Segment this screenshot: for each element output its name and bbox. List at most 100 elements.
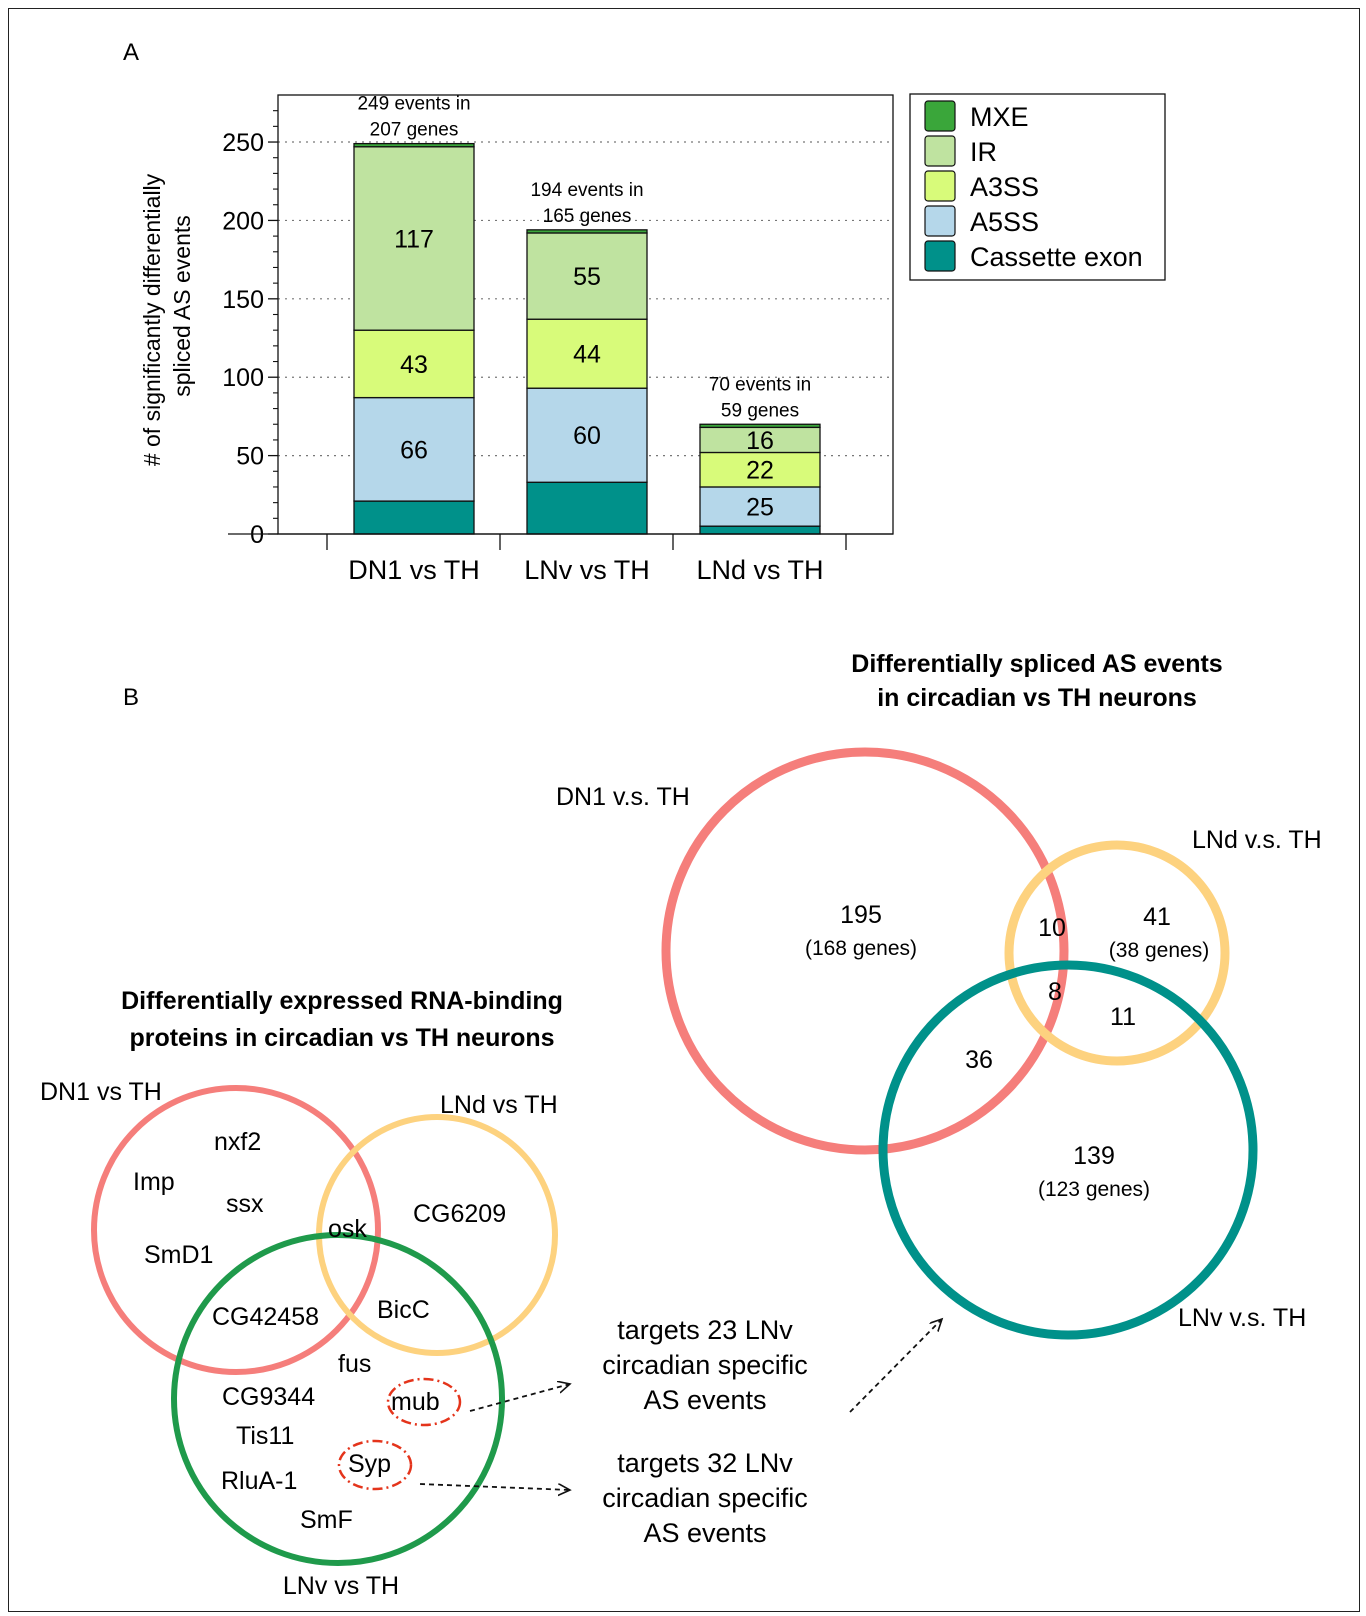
as-venn-label-dn1: DN1 v.s. TH (556, 783, 690, 811)
bar-segment (526, 318, 648, 389)
y-tick-label: 250 (222, 129, 264, 157)
bar-segment (699, 423, 821, 429)
x-tick-label: LNv vs TH (524, 555, 650, 585)
bar-segment (353, 329, 475, 399)
bar-segment (526, 481, 648, 535)
targets-syp-line2: circadian specific (602, 1483, 808, 1513)
segment-value-label: 44 (573, 341, 601, 369)
gene-rlua-1: RluA-1 (221, 1467, 297, 1495)
panel-b-label: B (123, 684, 139, 711)
gene-bicc: BicC (377, 1296, 430, 1324)
y-axis: 0 50 100 150 200 250 (222, 110, 278, 549)
arrow-to-as-venn (849, 1319, 942, 1413)
legend-label: A5SS (970, 207, 1039, 237)
segment-value-label: 16 (746, 427, 774, 455)
rbp-venn-title-line1: Differentially expressed RNA-binding (121, 987, 563, 1015)
legend-swatch (924, 100, 956, 132)
bar-segment (699, 426, 821, 454)
mub-highlight (386, 1377, 462, 1427)
legend: MXE IR A3SS A5SS Cassette exon (909, 93, 1166, 281)
as-region-lnd-only-genes: (38 genes) (1109, 939, 1209, 962)
x-tick-label: LNd vs TH (696, 555, 823, 585)
bar-annotation-line2: 207 genes (370, 120, 459, 141)
plot-frame (277, 94, 894, 535)
bar-segment (699, 451, 821, 488)
segment-value-label: 55 (573, 263, 601, 291)
gene-cg42458: CG42458 (212, 1303, 319, 1331)
gene-ssx: ssx (226, 1190, 264, 1218)
bar-segment (353, 146, 475, 331)
y-tick-label: 200 (222, 207, 264, 235)
rbp-venn-circle-lnv (171, 1232, 505, 1566)
bar-segment (353, 396, 475, 502)
bar-annotations: 249 events in 207 genes 194 events in 165 g… (357, 94, 811, 422)
segment-value-label: 60 (573, 422, 601, 450)
as-venn-label-lnv: LNv v.s. TH (1178, 1304, 1306, 1332)
segment-value-label: 43 (400, 351, 428, 379)
rbp-venn-circle-dn1 (91, 1085, 381, 1375)
segment-value-label: 22 (746, 457, 774, 485)
rbp-venn-label-lnv: LNv vs TH (283, 1572, 399, 1600)
y-tick-label: 0 (250, 521, 264, 549)
bars (353, 142, 821, 535)
as-venn-title-line1: Differentially spliced AS events (851, 650, 1222, 678)
gene-smf: SmF (300, 1506, 353, 1534)
gene-syp: Syp (348, 1450, 391, 1478)
bar-annotation-line2: 59 genes (721, 400, 799, 421)
x-axis: DN1 vs TH LNv vs TH LNd vs TH (228, 533, 893, 585)
y-axis-title: # of significantly differentially splice… (139, 173, 195, 466)
x-tick-label: DN1 vs TH (348, 555, 480, 585)
bar-annotation-line1: 249 events in (357, 94, 470, 115)
syp-highlight (337, 1439, 413, 1491)
gene-nxf2: nxf2 (214, 1128, 261, 1156)
bar-segment (353, 142, 475, 148)
as-region-lnv-only-genes: (123 genes) (1038, 1178, 1150, 1201)
bar-annotation-line1: 70 events in (709, 374, 811, 395)
as-region-lnv-only: 139 (1073, 1142, 1115, 1170)
gene-tis11: Tis11 (236, 1422, 294, 1450)
segment-value-label: 117 (394, 225, 434, 253)
legend-swatch (924, 135, 956, 167)
gene-cg9344: CG9344 (222, 1383, 315, 1411)
as-region-dn1-only: 195 (840, 901, 882, 929)
bar-segment (353, 500, 475, 535)
as-venn-circle-dn1 (661, 747, 1069, 1155)
rbp-venn-label-lnd: LNd vs TH (440, 1091, 558, 1119)
rbp-venn-label-dn1: DN1 vs TH (40, 1078, 162, 1106)
legend-label: MXE (970, 102, 1029, 132)
gene-imp: Imp (133, 1168, 175, 1196)
targets-syp-line3: AS events (643, 1518, 766, 1548)
as-region-dn1-lnd: 10 (1038, 914, 1066, 942)
as-region-dn1-only-genes: (168 genes) (805, 937, 917, 960)
legend-label: IR (970, 137, 997, 167)
legend-label: Cassette exon (970, 242, 1143, 272)
gene-mub: mub (391, 1388, 440, 1416)
bar-segment (526, 232, 648, 320)
targets-syp-line1: targets 32 LNv (617, 1448, 793, 1478)
legend-swatch (924, 170, 956, 202)
as-venn-label-lnd: LNd v.s. TH (1192, 826, 1322, 854)
gene-fus: fus (338, 1350, 371, 1378)
as-venn-circle-lnd (1004, 840, 1230, 1066)
rbp-venn-title-line2: proteins in circadian vs TH neurons (129, 1024, 554, 1052)
legend-label: A3SS (970, 172, 1039, 202)
bar-annotation-line2: 165 genes (543, 206, 632, 227)
arrow-mub-to-targets (469, 1384, 570, 1412)
figure-frame (8, 8, 1360, 1612)
as-region-lnd-only: 41 (1143, 903, 1171, 931)
bar-annotation-line1: 194 events in (530, 180, 643, 201)
y-axis-title-line1: # of significantly differentially (139, 173, 165, 466)
segment-value-label: 66 (400, 436, 428, 464)
panel-a-label: A (123, 39, 139, 66)
bar-segment (526, 387, 648, 483)
y-tick-label: 50 (236, 443, 264, 471)
y-tick-label: 150 (222, 286, 264, 314)
gene-osk: osk (328, 1215, 367, 1243)
y-tick-label: 100 (222, 364, 264, 392)
as-region-dn1-lnv: 36 (965, 1046, 993, 1074)
as-region-all-three: 8 (1048, 978, 1062, 1006)
segment-value-label: 25 (746, 494, 774, 522)
as-venn-title-line2: in circadian vs TH neurons (877, 684, 1197, 712)
